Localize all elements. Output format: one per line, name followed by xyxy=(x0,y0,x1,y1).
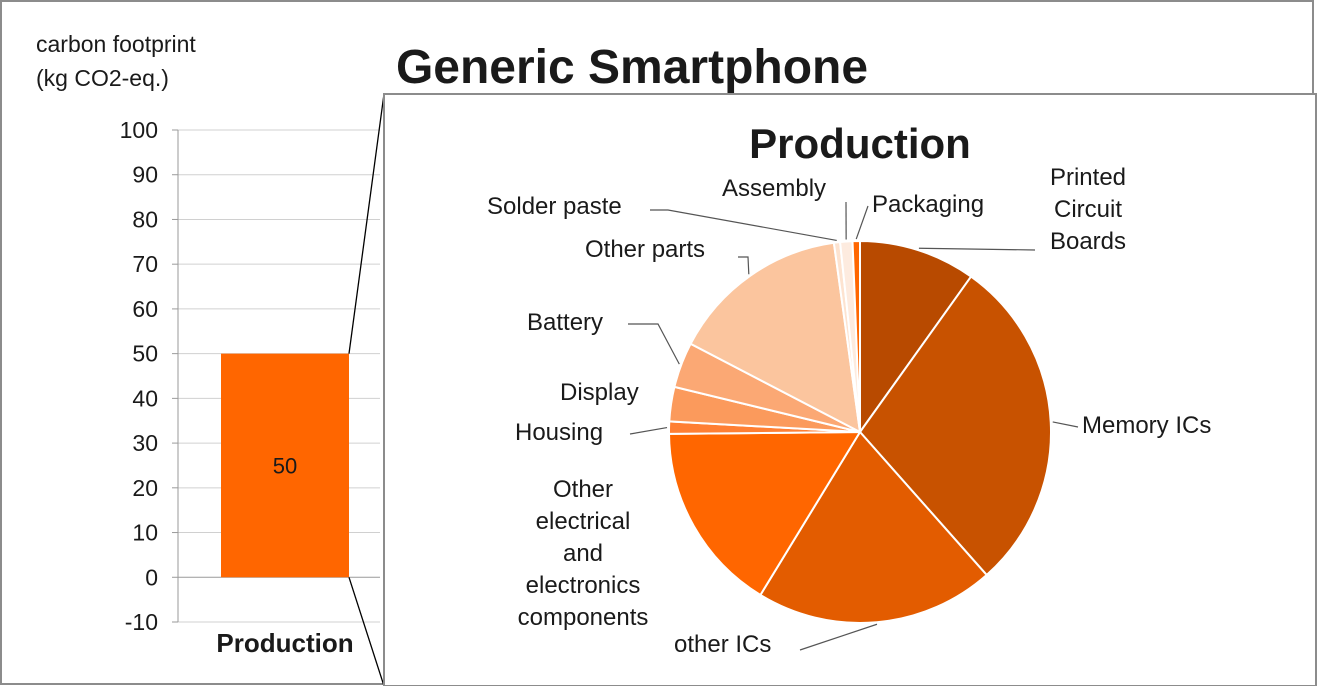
bar-data-label: 50 xyxy=(273,453,297,478)
pie-slice-label: Packaging xyxy=(872,191,984,218)
y-tick-label: 10 xyxy=(132,520,158,546)
pie-labels: Printed Circuit Boards Memory ICs other ICs O… xyxy=(487,164,1211,658)
pie-slice-label-line: Memory ICs xyxy=(1082,412,1211,439)
pie-title: Production xyxy=(749,120,971,167)
y-tick-labels: -10 0 10 20 30 40 50 60 70 80 90 100 xyxy=(120,117,158,635)
pie-slice-label-line: and xyxy=(563,540,603,567)
zoom-connector-bottom xyxy=(348,577,385,686)
pie-slice-label: Battery xyxy=(527,309,603,336)
pie-slice xyxy=(858,275,1052,577)
y-tick-label: 30 xyxy=(132,430,158,456)
y-tick-label: 80 xyxy=(132,206,158,232)
bars: 50 xyxy=(221,353,349,578)
y-tick-label: 60 xyxy=(132,296,158,322)
pie-slice-label-line: Packaging xyxy=(872,191,984,218)
pie-slice-label-line: Other parts xyxy=(585,236,705,263)
pie-slice-label-line: electrical xyxy=(536,508,631,535)
pie-slice xyxy=(667,430,862,597)
pie-slice-label-line: electronics xyxy=(526,572,641,599)
pie-slice xyxy=(689,241,862,434)
pie-slices xyxy=(667,239,1052,624)
pie-leader-line xyxy=(628,323,680,365)
y-tick-label: -10 xyxy=(125,609,158,635)
pie-slice-label-line: Other xyxy=(553,476,613,503)
pie-slice-label: Printed Circuit Boards xyxy=(1050,164,1126,255)
pie-leader-line xyxy=(650,209,837,241)
pie-leader-line xyxy=(799,623,878,651)
pie-slice-label-line: Assembly xyxy=(722,175,826,202)
y-tick-label: 90 xyxy=(132,162,158,188)
pie-slice xyxy=(759,430,989,624)
pie-leader-line xyxy=(918,247,1036,251)
pie-leader-line xyxy=(629,426,668,435)
y-tick-label: 100 xyxy=(120,117,158,143)
y-axis-title-line-1: carbon footprint xyxy=(36,31,196,57)
y-tick-label: 70 xyxy=(132,251,158,277)
x-tick-labels: Production xyxy=(216,628,353,658)
pie-slice-label: Other parts xyxy=(585,236,705,263)
x-tick-label: Production xyxy=(216,628,353,658)
pie-slice-label-line: Printed xyxy=(1050,164,1126,191)
bar-chart: carbon footprint (kg CO2-eq.) Generic Sm… xyxy=(36,31,868,658)
bar xyxy=(221,353,349,578)
pie-slice-label-line: Solder paste xyxy=(487,193,622,220)
y-axis-title-line-2: (kg CO2-eq.) xyxy=(36,65,169,91)
main-title: Generic Smartphone xyxy=(396,41,868,94)
pie-leader-lines xyxy=(628,201,1079,651)
pie-slice-label: Solder paste xyxy=(487,193,622,220)
y-tick-label: 0 xyxy=(145,564,158,590)
pie-slice-label-line: other ICs xyxy=(674,631,771,658)
pie-slice-label-line: Circuit xyxy=(1054,196,1122,223)
pie-slice-label-line: Boards xyxy=(1050,228,1126,255)
zoom-connector-top xyxy=(348,93,385,354)
pie-slice-label-line: components xyxy=(518,604,649,631)
pie-slice-label: Other electrical and electronics components xyxy=(518,476,649,631)
y-tick-label: 50 xyxy=(132,341,158,367)
pie-slice-label: other ICs xyxy=(674,631,771,658)
pie-leader-line xyxy=(855,205,869,240)
pie-slice-label: Display xyxy=(560,379,639,406)
pie-leader-line xyxy=(738,256,750,275)
y-tick-label: 20 xyxy=(132,475,158,501)
pie-slice xyxy=(851,239,861,433)
y-tick-label: 40 xyxy=(132,385,158,411)
pie-slice-label: Assembly xyxy=(722,175,826,202)
pie-slice xyxy=(859,239,973,436)
pie-leader-line xyxy=(1052,421,1079,428)
pie-slice-label: Housing xyxy=(515,419,603,446)
pie-slice-label-line: Battery xyxy=(527,309,603,336)
pie-slice-label-line: Display xyxy=(560,379,639,406)
pie-slice-label: Memory ICs xyxy=(1082,412,1211,439)
pie-slice-label-line: Housing xyxy=(515,419,603,446)
